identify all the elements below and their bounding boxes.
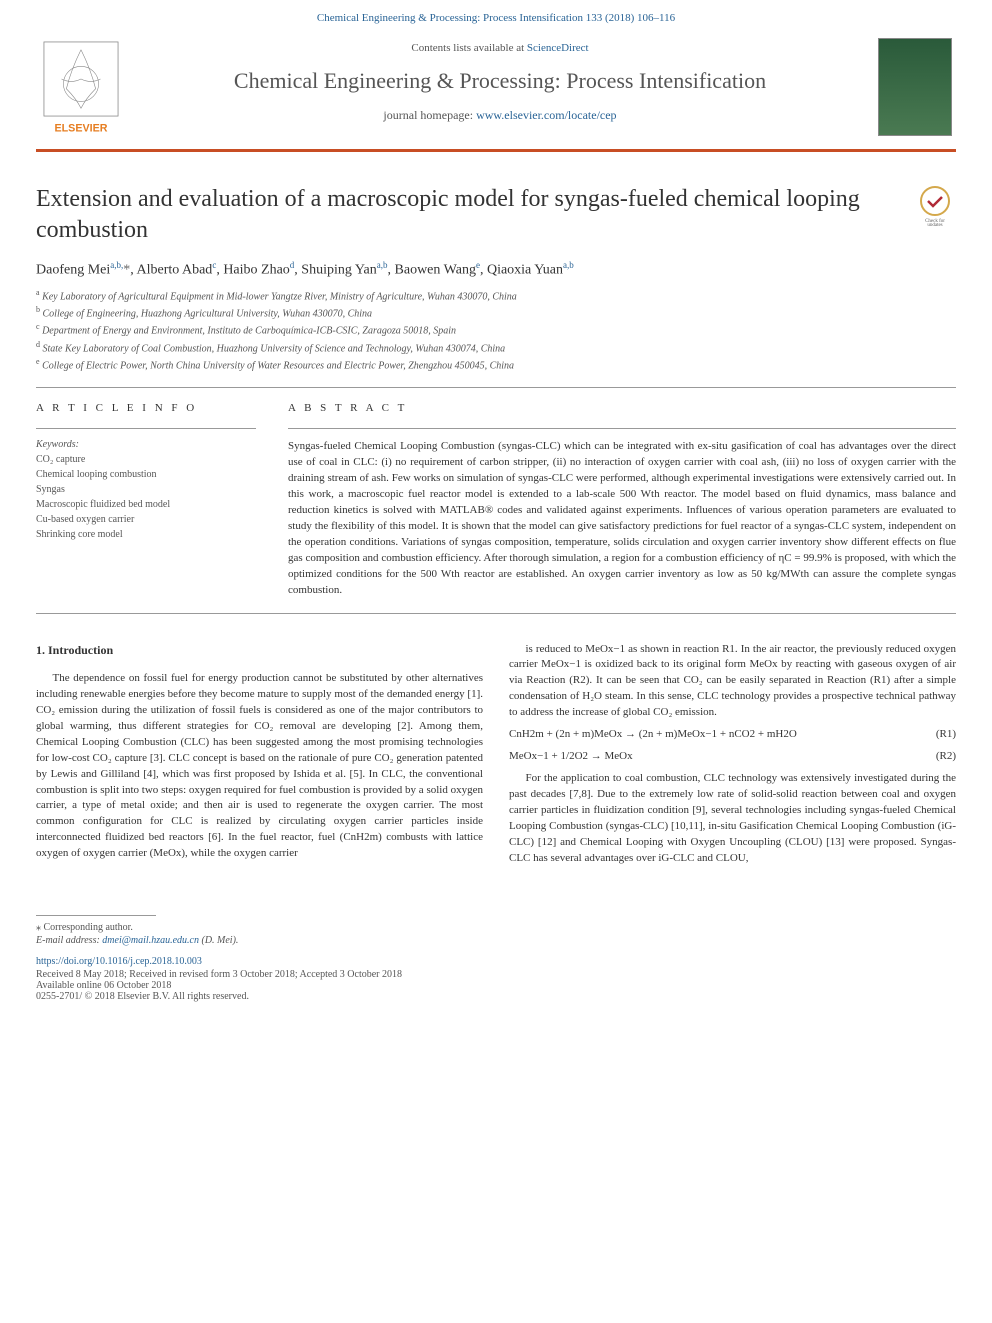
keywords-label: Keywords: — [36, 439, 256, 450]
footer: ⁎ Corresponding author. E-mail address: … — [36, 915, 956, 1002]
dates: Received 8 May 2018; Received in revised… — [36, 969, 956, 980]
svg-text:ELSEVIER: ELSEVIER — [54, 123, 107, 135]
journal-name: Chemical Engineering & Processing: Proce… — [126, 68, 874, 94]
keywords-list: CO₂ captureChemical looping combustionSy… — [36, 452, 256, 542]
info-divider — [36, 428, 256, 429]
body-columns: 1. Introduction The dependence on fossil… — [36, 642, 956, 867]
abstract-heading: A B S T R A C T — [288, 402, 956, 414]
divider — [36, 387, 956, 388]
abstract-text: Syngas-fueled Chemical Looping Combustio… — [288, 439, 956, 598]
copyright: 0255-2701/ © 2018 Elsevier B.V. All righ… — [36, 991, 956, 1002]
left-column: 1. Introduction The dependence on fossil… — [36, 642, 483, 867]
svg-text:updates: updates — [927, 223, 942, 226]
top-citation-link[interactable]: Chemical Engineering & Processing: Proce… — [317, 12, 675, 24]
journal-homepage: journal homepage: www.elsevier.com/locat… — [126, 108, 874, 123]
cover-thumbnail — [874, 34, 956, 149]
intro-paragraph-2: For the application to coal combustion, … — [509, 771, 956, 867]
right-column: is reduced to MeOx−1 as shown in reactio… — [509, 642, 956, 867]
corresponding-author-note: ⁎ Corresponding author. — [36, 922, 956, 933]
journal-homepage-link[interactable]: www.elsevier.com/locate/cep — [476, 108, 617, 122]
sciencedirect-link[interactable]: ScienceDirect — [527, 42, 589, 54]
divider — [36, 613, 956, 614]
contents-line: Contents lists available at ScienceDirec… — [126, 42, 874, 54]
intro-paragraph: The dependence on fossil fuel for energy… — [36, 671, 483, 862]
article-info: A R T I C L E I N F O Keywords: CO₂ capt… — [36, 402, 256, 598]
top-citation: Chemical Engineering & Processing: Proce… — [0, 0, 992, 28]
doi-link[interactable]: https://doi.org/10.1016/j.cep.2018.10.00… — [36, 956, 202, 967]
affiliations: a Key Laboratory of Agricultural Equipme… — [36, 287, 956, 374]
email-line: E-mail address: dmei@mail.hzau.edu.cn (D… — [36, 935, 956, 946]
equation-r2: MeOx−1 + 1/2O2 → MeOx (R2) — [509, 749, 956, 765]
email-link[interactable]: dmei@mail.hzau.edu.cn — [102, 935, 199, 946]
section-heading: 1. Introduction — [36, 642, 483, 659]
check-updates-icon[interactable]: Check for updates — [914, 184, 956, 226]
journal-header: ELSEVIER Contents lists available at Sci… — [36, 34, 956, 152]
abstract-divider — [288, 428, 956, 429]
equation-r1: CnH2m + (2n + m)MeOx → (2n + m)MeOx−1 + … — [509, 727, 956, 743]
elsevier-logo: ELSEVIER — [36, 34, 126, 149]
abstract: A B S T R A C T Syngas-fueled Chemical L… — [288, 402, 956, 598]
available-online: Available online 06 October 2018 — [36, 980, 956, 991]
article-title: Extension and evaluation of a macroscopi… — [36, 184, 898, 246]
authors: Daofeng Meia,b,*, Alberto Abadc, Haibo Z… — [36, 260, 956, 279]
intro-continuation: is reduced to MeOx−1 as shown in reactio… — [509, 642, 956, 722]
article-info-heading: A R T I C L E I N F O — [36, 402, 256, 414]
